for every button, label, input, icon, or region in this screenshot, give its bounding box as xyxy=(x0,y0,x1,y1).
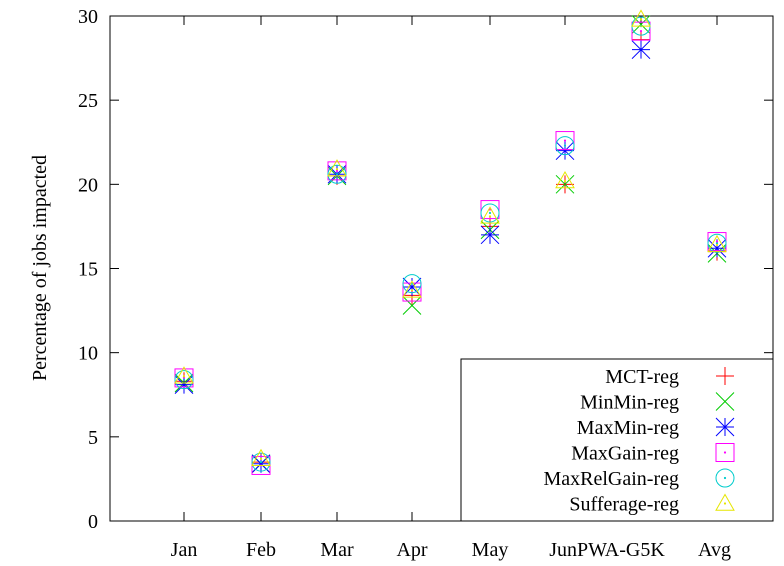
point-maxrelgain-reg xyxy=(707,233,727,253)
legend-marker-minmin-reg xyxy=(715,392,735,411)
point-maxrelgain-reg xyxy=(402,274,422,294)
point-maxmin-reg xyxy=(402,277,422,297)
point-maxrelgain-reg xyxy=(251,452,271,472)
legend-label: MaxGain-reg xyxy=(571,443,679,465)
y-tick-label: 15 xyxy=(78,259,98,281)
point-minmin-reg xyxy=(555,174,575,194)
legend-box xyxy=(460,358,774,522)
axis-ticks: 0 5 10 15 20 25 30 Jan Feb Mar Apr May Jun PWA-G5K Avg xyxy=(78,6,773,561)
point-maxmin-reg xyxy=(251,454,271,474)
x-tick-label: Apr xyxy=(396,539,427,561)
data-points xyxy=(174,9,727,475)
x-tick-label: May xyxy=(472,539,509,561)
y-axis-title: Percentage of jobs impacted xyxy=(29,155,51,381)
point-maxmin-reg xyxy=(480,225,500,245)
point-maxmin-reg xyxy=(631,40,651,60)
point-maxrelgain-reg xyxy=(555,136,575,156)
legend-marker-maxgain-reg xyxy=(715,443,735,462)
point-sufferage-reg xyxy=(174,366,194,384)
legend-marker-mct-reg xyxy=(716,367,734,385)
x-tick-label: PWA-G5K xyxy=(577,539,665,561)
x-tick-label: Jan xyxy=(171,539,198,561)
y-tick-label: 30 xyxy=(78,6,98,28)
point-minmin-reg xyxy=(631,15,651,34)
x-tick-label: Feb xyxy=(246,539,276,561)
legend-marker-maxrelgain-reg xyxy=(715,468,735,488)
legend-label: Sufferage-reg xyxy=(569,494,679,516)
legend-label: MaxMin-reg xyxy=(577,417,679,439)
point-maxrelgain-reg xyxy=(480,203,500,223)
x-tick-label: Avg xyxy=(698,539,731,561)
point-sufferage-reg xyxy=(555,170,575,189)
point-sufferage-reg xyxy=(707,234,727,253)
point-maxrelgain-reg xyxy=(174,370,194,390)
point-sufferage-reg xyxy=(631,9,651,27)
y-tick-label: 5 xyxy=(88,427,98,449)
point-sufferage-reg xyxy=(327,159,347,177)
point-maxmin-reg xyxy=(707,238,727,258)
point-sufferage-reg xyxy=(251,448,271,466)
y-tick-label: 0 xyxy=(88,511,98,533)
x-tick-label: Jun xyxy=(549,539,577,561)
point-maxrelgain-reg xyxy=(327,164,347,184)
point-maxgain-reg xyxy=(555,131,575,151)
point-maxmin-reg xyxy=(555,141,575,161)
point-maxgain-reg xyxy=(631,21,651,41)
point-sufferage-reg xyxy=(402,280,422,298)
point-maxgain-reg xyxy=(480,200,500,220)
legend-marker-sufferage-reg xyxy=(715,493,735,511)
point-minmin-reg xyxy=(402,296,422,315)
point-sufferage-reg xyxy=(480,206,500,224)
legend-label: MinMin-reg xyxy=(580,392,679,414)
y-tick-label: 20 xyxy=(78,174,98,196)
x-tick-label: Mar xyxy=(320,539,354,561)
legend-label: MaxRelGain-reg xyxy=(543,468,679,490)
y-tick-label: 25 xyxy=(78,90,98,112)
legend-marker-maxmin-reg xyxy=(715,417,735,437)
legend-label: MCT-reg xyxy=(605,366,679,388)
y-tick-label: 10 xyxy=(78,343,98,365)
legend: MCT-reg MinMin-reg MaxMin-reg MaxGain-reg Ma… xyxy=(460,358,774,522)
